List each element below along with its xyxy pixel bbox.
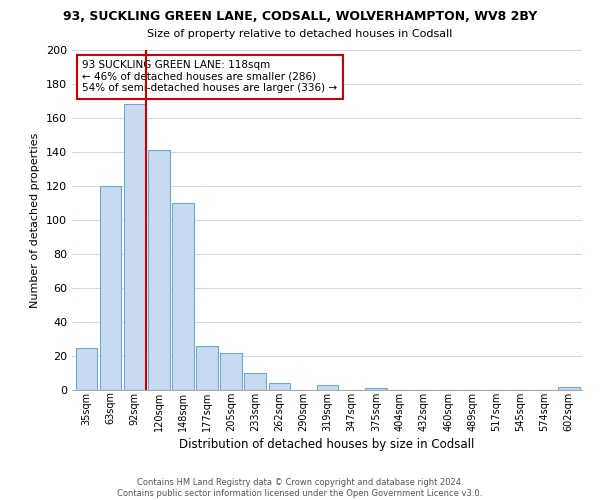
Bar [148,150,170,390]
Bar [172,203,194,390]
Bar [76,348,97,390]
Text: Size of property relative to detached houses in Codsall: Size of property relative to detached ho… [148,29,452,39]
X-axis label: Distribution of detached houses by size in Codsall: Distribution of detached houses by size … [179,438,475,450]
Bar [196,346,218,390]
Y-axis label: Number of detached properties: Number of detached properties [31,132,40,308]
Bar [220,352,242,390]
Bar [244,373,266,390]
Bar [100,186,121,390]
Text: 93 SUCKLING GREEN LANE: 118sqm
← 46% of detached houses are smaller (286)
54% of: 93 SUCKLING GREEN LANE: 118sqm ← 46% of … [82,60,337,94]
Bar [317,385,338,390]
Bar [558,386,580,390]
Bar [124,104,146,390]
Text: Contains HM Land Registry data © Crown copyright and database right 2024.
Contai: Contains HM Land Registry data © Crown c… [118,478,482,498]
Text: 93, SUCKLING GREEN LANE, CODSALL, WOLVERHAMPTON, WV8 2BY: 93, SUCKLING GREEN LANE, CODSALL, WOLVER… [63,10,537,23]
Bar [269,383,290,390]
Bar [365,388,386,390]
